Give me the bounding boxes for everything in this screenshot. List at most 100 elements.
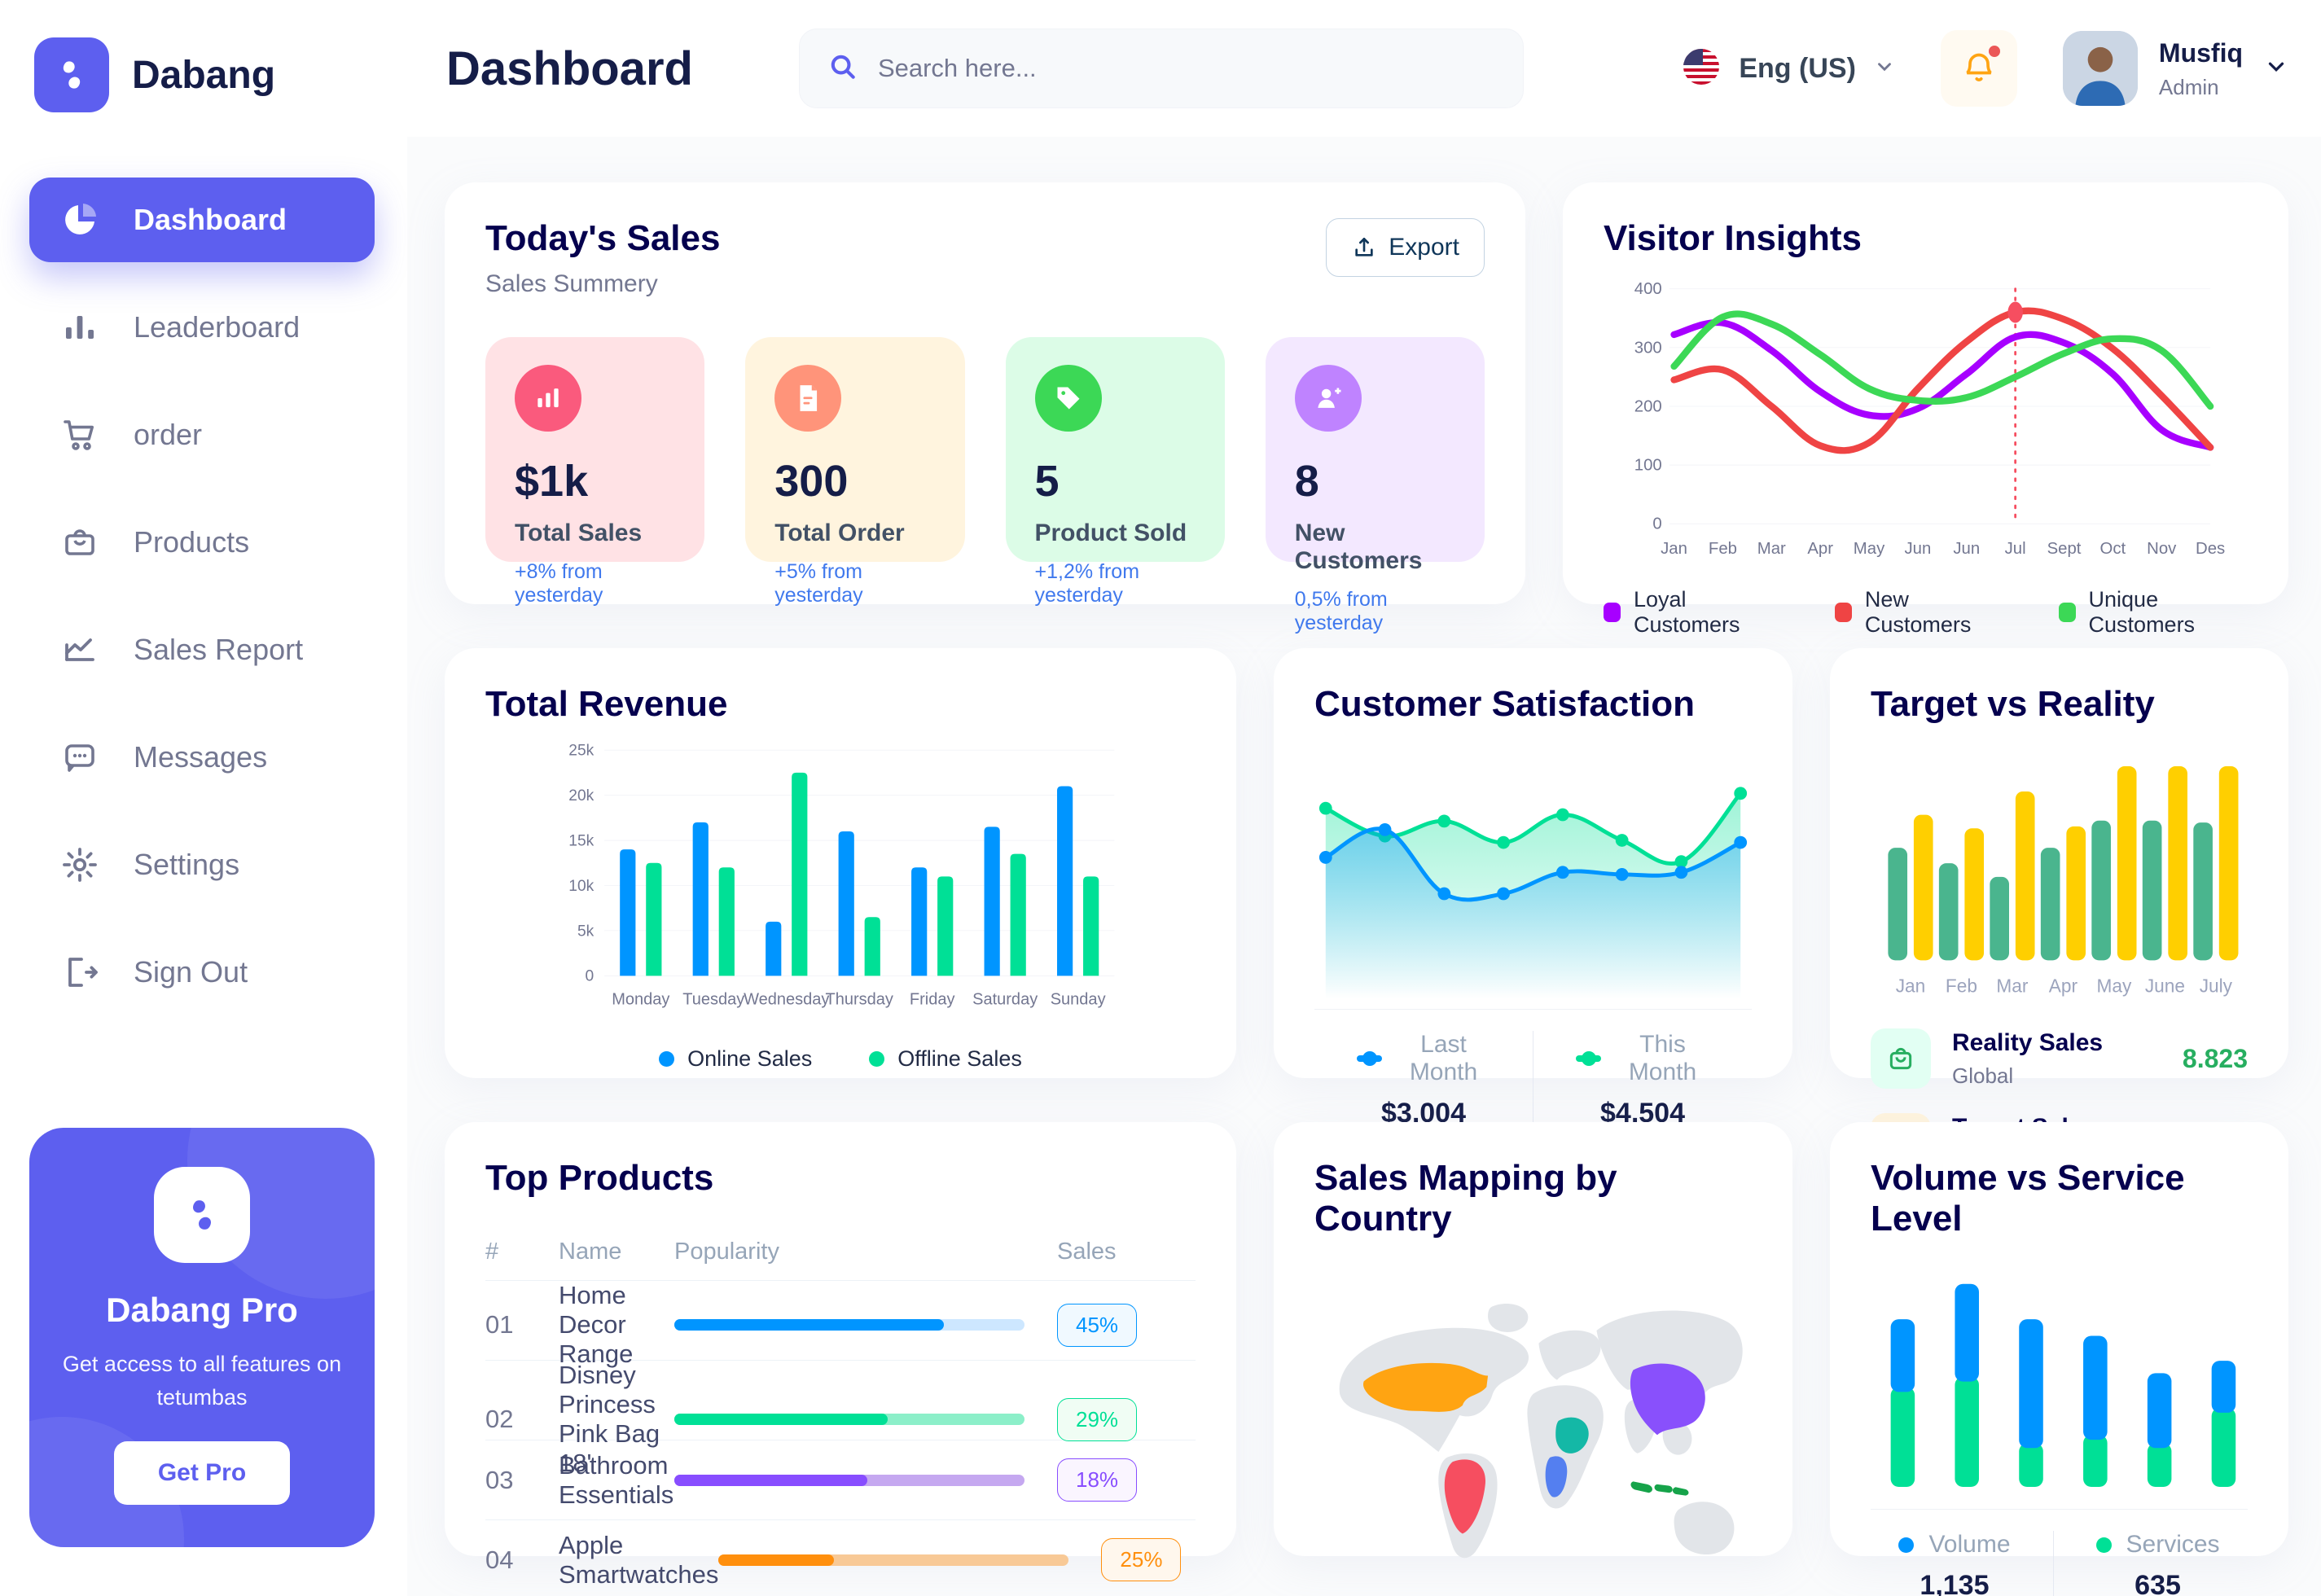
popularity-fill [718,1554,835,1566]
legend-item: Services 635 [2052,1531,2262,1596]
sidebar: Dabang Dashboard Leaderboard order Products… [0,0,407,1596]
customer-satisfaction-title: Customer Satisfaction [1314,684,1695,724]
legend-label: Loyal Customers [1633,587,1740,637]
svg-text:300: 300 [1634,339,1662,357]
top-products-card: Top Products # Name Popularity Sales 01 H… [445,1122,1236,1589]
volume-service-title: Volume vs Service Level [1871,1158,2185,1239]
sales-mapping-card: Sales Mapping by Country [1274,1122,1792,1559]
popularity-bar [674,1474,1024,1486]
sidebar-item-messages[interactable]: Messages [29,715,375,800]
export-icon [1355,238,1373,256]
svg-text:Monday: Monday [612,991,669,1009]
svg-text:0: 0 [1652,515,1661,533]
legend-item: Offline Sales [869,1046,1022,1072]
sidebar-item-sales-report[interactable]: Sales Report [29,607,375,692]
pro-title: Dabang Pro [106,1291,298,1329]
sidebar-item-label: Sign Out [134,955,248,989]
legend-swatch [1604,603,1621,622]
table-row: 03 Bathroom Essentials 18% [485,1440,1196,1519]
svg-text:Jul: Jul [2005,540,2026,558]
sidebar-item-order[interactable]: order [29,392,375,477]
stat-label: New Customers [1294,520,1423,574]
table-row: 04 Apple Smartwatches 25% [485,1519,1196,1596]
map-country-usa[interactable] [1362,1362,1489,1412]
brand-name: Dabang [132,53,276,97]
legend-item: New Customers [1834,587,2002,638]
map-country-saudi-arabia[interactable] [1555,1417,1589,1454]
map-country-dr-congo[interactable] [1545,1456,1568,1497]
us-flag-icon [1682,47,1721,90]
legend-swatch [1898,1537,1915,1553]
cart-icon [59,414,101,456]
svg-text:Wednesday: Wednesday [744,991,829,1009]
map-country-brazil[interactable] [1444,1459,1486,1534]
svg-text:Mar: Mar [1996,976,2028,997]
target-vs-reality-title: Target vs Reality [1871,684,2155,724]
pro-description: Get access to all features on tetumbas [62,1352,342,1410]
bag-icon [59,521,101,563]
product-name: Apple Smartwatches [559,1530,719,1589]
svg-text:Friday: Friday [910,991,955,1009]
chevron-down-icon [1874,56,1895,81]
volume-service-card: Volume vs Service Level Volume 1,135 Servi… [1830,1122,2288,1596]
visitor-insights-legend: Loyal Customers New Customers Unique Custo… [1604,587,2248,638]
search-input[interactable] [877,54,1495,83]
legend-label: Unique Customers [2088,587,2196,637]
bar-chart-icon [59,306,101,349]
legend-label: Reality Sales [1952,1028,2104,1056]
total-revenue-card: Total Revenue 0 5k 10k 15k 20k 25k Monday Tuesd… [445,648,1236,1078]
table-header: # Name Popularity Sales [485,1238,1117,1265]
sidebar-item-settings[interactable]: Settings [29,822,375,907]
stat-card-total-order: 300 Total Order +5% from yesterday [745,337,965,607]
legend-item-reality-sales: Reality Sales Global 8.823 [1871,1028,2248,1089]
map-country-indonesia[interactable] [1630,1481,1689,1496]
legend-label: Volume [1928,1531,2011,1558]
todays-sales-card: Today's Sales Sales Summery Export $1k To… [445,182,1525,634]
total-revenue-title: Total Revenue [485,684,728,724]
sales-badge: 25% [1101,1538,1182,1581]
sidebar-item-products[interactable]: Products [29,500,375,585]
product-name: Home Decor Range [559,1281,634,1368]
export-button[interactable]: Export [1326,218,1485,277]
svg-text:200: 200 [1634,397,1662,415]
customer-satisfaction-chart [1314,741,1752,1004]
stat-value: 8 [1294,457,1319,506]
svg-text:400: 400 [1634,280,1662,298]
stat-label: Total Order [774,520,905,546]
notification-badge [1985,43,2003,59]
legend-label: Offline Sales [897,1046,1022,1071]
legend-label: New Customers [1864,587,1972,637]
sidebar-item-dashboard[interactable]: Dashboard [29,178,375,262]
pie-chart-icon [59,199,101,241]
sales-badge: 29% [1057,1397,1138,1441]
world-map [1314,1256,1752,1596]
sales-badge: 45% [1057,1303,1138,1347]
bell-icon [1966,53,1992,81]
legend-item: This Month $4,504 [1533,1031,1752,1129]
notifications-button[interactable] [1940,30,2017,107]
svg-text:Sunday: Sunday [1051,991,1106,1009]
svg-text:Jun: Jun [1905,540,1932,558]
svg-text:Feb: Feb [1709,540,1737,558]
legend-sublabel: Global [1952,1063,2014,1088]
sidebar-item-sign-out[interactable]: Sign Out [29,930,375,1015]
user-menu[interactable]: Musfiq Admin [2062,31,2288,106]
total-revenue-chart: 0 5k 10k 15k 20k 25k Monday Tuesday Wednesday Thu… [485,741,1196,1040]
sidebar-item-label: order [134,418,203,451]
stat-label: Product Sold [1034,520,1187,546]
legend-swatch [869,1051,885,1067]
customer-satisfaction-legend: Last Month $3,004 This Month $4,504 [1314,1031,1752,1129]
popularity-bar [674,1319,1024,1331]
svg-text:Tuesday: Tuesday [682,991,744,1009]
language-selector[interactable]: Eng (US) [1682,47,1895,90]
get-pro-button[interactable]: Get Pro [113,1441,291,1505]
sales-stat-cards: $1k Total Sales +8% from yesterday 300 Total… [485,337,1485,634]
stat-card-total-sales: $1k Total Sales +8% from yesterday [485,337,705,607]
map-country-china[interactable] [1630,1363,1705,1436]
table-row: 02 Disney Princess Pink Bag 18' 29% [485,1360,1196,1477]
customer-satisfaction-card: Customer Satisfaction Last Month $3,004 Th… [1274,648,1792,1129]
svg-text:June: June [2145,976,2185,997]
sidebar-item-label: Messages [134,740,268,774]
sidebar-item-leaderboard[interactable]: Leaderboard [29,285,375,370]
